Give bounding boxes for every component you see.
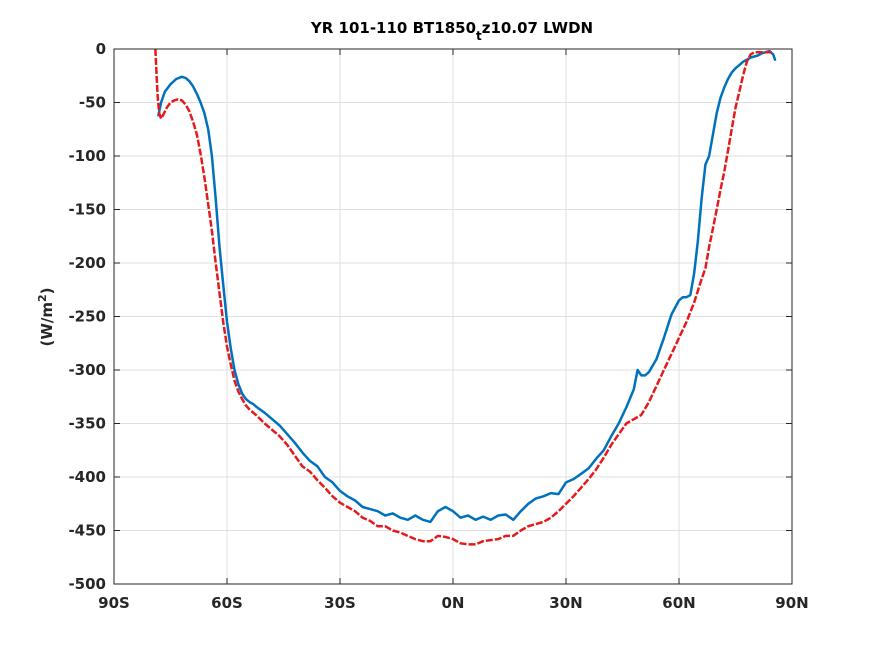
series-line-2 [154, 48, 774, 546]
y-tick-label: 0 [96, 40, 106, 58]
x-tick-label: 0N [442, 594, 465, 612]
x-tick-label: 30N [549, 594, 582, 612]
y-tick-label: -150 [68, 201, 106, 219]
y-tick-label: -500 [68, 575, 106, 593]
tick-marks [113, 48, 793, 585]
y-tick-labels: 0 -50 -100 -150 -200 -250 -300 -350 -400 -450 -500 [68, 40, 106, 593]
y-tick-label: -400 [68, 468, 106, 486]
series-line-1 [157, 49, 777, 524]
x-tick-label: 90N [775, 594, 808, 612]
x-tick-label: 60N [662, 594, 695, 612]
y-tick-label: -350 [68, 415, 106, 433]
y-tick-label: -250 [68, 308, 106, 326]
chart-title: YR 101-110 BT1850tz10.07 LWDN [310, 19, 593, 43]
series-layer [154, 48, 777, 546]
x-tick-label: 90S [98, 594, 130, 612]
y-tick-label: -100 [68, 147, 106, 165]
y-axis-label: (W/m2) [36, 287, 56, 346]
x-tick-label: 60S [211, 594, 243, 612]
x-tick-label: 30S [324, 594, 356, 612]
y-tick-label: -300 [68, 361, 106, 379]
y-tick-label: -200 [68, 254, 106, 272]
x-tick-labels: 90S 60S 30S 0N 30N 60N 90N [98, 594, 809, 612]
y-tick-label: -450 [68, 522, 106, 540]
y-tick-label: -50 [79, 94, 106, 112]
